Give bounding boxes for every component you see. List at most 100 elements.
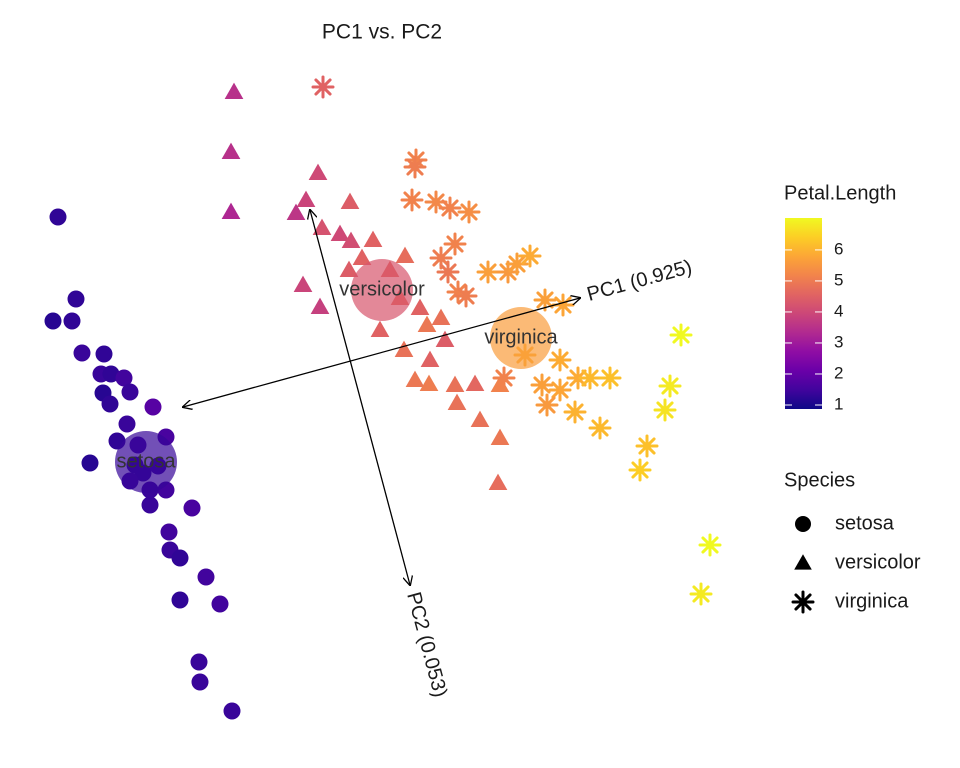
point	[223, 702, 241, 720]
point	[311, 75, 335, 99]
point	[445, 375, 465, 393]
point	[465, 374, 485, 392]
legend-symbol	[791, 590, 815, 614]
point	[405, 370, 425, 388]
point	[330, 224, 350, 242]
color-tick-label: 4	[834, 301, 843, 320]
point	[115, 369, 133, 387]
point	[224, 82, 244, 100]
legend-label: setosa	[835, 512, 895, 534]
point	[476, 260, 500, 284]
point	[191, 673, 209, 691]
point	[563, 400, 587, 424]
point	[470, 410, 490, 428]
point	[221, 202, 241, 220]
centroid-label: versicolor	[339, 278, 425, 300]
point	[370, 320, 390, 338]
point	[296, 190, 316, 208]
point	[689, 582, 713, 606]
point	[395, 246, 415, 264]
point	[121, 383, 139, 401]
point	[160, 523, 178, 541]
legend-symbol	[794, 554, 812, 570]
legend: Petal.Length Species 1 2 3 4 5 6 setosa versico…	[784, 182, 921, 614]
chart-title: PC1 vs. PC2	[322, 21, 442, 44]
point	[171, 549, 189, 567]
point	[454, 284, 478, 308]
point	[578, 366, 602, 390]
color-tick-label: 3	[834, 332, 843, 351]
point	[197, 568, 215, 586]
color-tick-label: 1	[834, 394, 843, 413]
point	[429, 246, 453, 270]
color-tick-label: 5	[834, 270, 843, 289]
point	[340, 192, 360, 210]
group-centroid	[115, 431, 177, 493]
point	[95, 345, 113, 363]
centroid-label: virginica	[484, 326, 558, 348]
point	[363, 230, 383, 248]
legend-label: virginica	[835, 590, 909, 612]
point	[669, 323, 693, 347]
point	[490, 428, 510, 446]
point	[310, 297, 330, 315]
point	[438, 196, 462, 220]
shape-legend-title: Species	[784, 469, 855, 491]
point	[530, 373, 554, 397]
point	[436, 260, 460, 284]
point	[49, 208, 67, 226]
arrow-label: PC1 (0.925)	[585, 256, 695, 306]
point	[67, 290, 85, 308]
point	[492, 366, 516, 390]
point	[286, 203, 306, 221]
centroid-label: setosa	[117, 450, 177, 472]
point	[488, 473, 508, 491]
point	[144, 398, 162, 416]
point	[308, 163, 328, 181]
point	[400, 188, 424, 212]
loading-arrow	[310, 210, 410, 585]
point	[44, 312, 62, 330]
point	[171, 591, 189, 609]
point	[446, 280, 470, 304]
point	[653, 398, 677, 422]
color-tick-label: 6	[834, 239, 843, 258]
point	[118, 415, 136, 433]
point	[410, 298, 430, 316]
point	[102, 365, 120, 383]
point	[447, 393, 467, 411]
point	[505, 252, 529, 276]
point	[183, 499, 201, 517]
point	[394, 340, 414, 358]
color-bar	[785, 218, 822, 409]
point	[628, 458, 652, 482]
point	[496, 260, 520, 284]
point	[658, 374, 682, 398]
point	[403, 155, 427, 179]
point	[73, 344, 91, 362]
point	[190, 653, 208, 671]
legend-symbol	[795, 516, 811, 532]
point	[443, 232, 467, 256]
color-legend-title: Petal.Length	[784, 182, 896, 204]
point	[63, 312, 81, 330]
point	[101, 395, 119, 413]
point	[420, 350, 440, 368]
point	[293, 275, 313, 293]
plot-area: PC1 (0.925) PC2 (0.053) setosa versicolor vi…	[44, 75, 722, 720]
point	[588, 416, 612, 440]
legend-label: versicolor	[835, 551, 921, 573]
arrow-label: PC2 (0.053)	[402, 590, 451, 700]
point	[518, 244, 542, 268]
point	[81, 454, 99, 472]
point	[419, 374, 439, 392]
point	[211, 595, 229, 613]
point	[141, 496, 159, 514]
point	[457, 200, 481, 224]
point	[635, 434, 659, 458]
point	[548, 348, 572, 372]
point	[424, 190, 448, 214]
point	[698, 533, 722, 557]
color-tick-label: 2	[834, 363, 843, 382]
